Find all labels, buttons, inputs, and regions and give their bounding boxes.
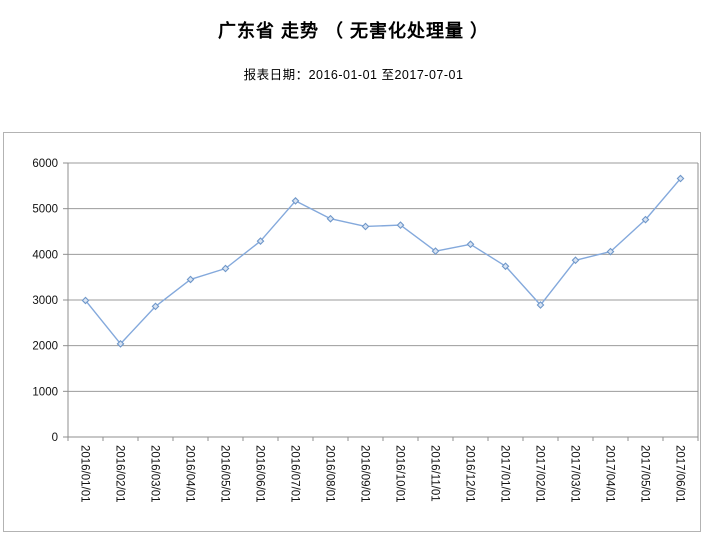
y-tick-label: 6000 — [32, 158, 58, 170]
data-point-marker — [641, 215, 650, 224]
data-point-marker — [361, 222, 370, 231]
data-point-marker — [396, 221, 405, 229]
x-axis-labels: 2016/01/01 2016/02/01 2016/03/01 2016/04/01… — [79, 445, 686, 503]
x-tick-label: 2016/08/01 — [324, 445, 336, 503]
chart-title: 广东省 走势 （ 无害化处理量 ） — [217, 21, 489, 41]
x-tick-label: 2017/01/01 — [499, 445, 511, 503]
data-point-marker — [571, 256, 580, 265]
y-tick-label: 0 — [52, 432, 58, 444]
y-tick-label: 4000 — [32, 249, 58, 261]
data-point-marker — [606, 247, 615, 256]
x-tick-label: 2016/02/01 — [114, 445, 126, 503]
x-tick-label: 2016/06/01 — [254, 445, 266, 503]
chart-frame: 0 1000 2000 3000 4000 5000 6000 2016/01/01 2016/… — [3, 132, 701, 532]
data-point-marker — [116, 339, 125, 348]
data-point-marker — [151, 302, 160, 311]
x-tick-label: 2016/09/01 — [359, 445, 371, 503]
data-point-marker — [676, 174, 685, 183]
y-tick-label: 2000 — [32, 341, 58, 353]
x-tick-label: 2017/06/01 — [674, 445, 686, 503]
data-point-marker — [221, 264, 230, 273]
x-tick-label: 2016/01/01 — [79, 445, 91, 503]
data-point-marker — [326, 214, 335, 223]
data-line — [84, 178, 682, 345]
y-tick-label: 3000 — [32, 295, 58, 307]
data-point-marker — [256, 237, 265, 245]
report-date-subtitle: 报表日期：2016-01-01 至2017-07-01 — [243, 68, 464, 82]
data-point-marker — [81, 296, 90, 305]
gridlines — [68, 162, 698, 438]
x-tick-label: 2016/11/01 — [429, 445, 441, 502]
x-tick-label: 2017/02/01 — [534, 445, 546, 503]
data-point-marker — [536, 301, 545, 309]
x-tick-label: 2017/03/01 — [569, 445, 581, 503]
x-tick-label: 2016/05/01 — [219, 445, 231, 503]
x-tick-label: 2017/05/01 — [639, 445, 651, 503]
data-markers — [81, 174, 685, 348]
x-tick-label: 2016/07/01 — [289, 445, 301, 503]
x-tick-label: 2016/03/01 — [149, 445, 161, 503]
y-tick-label: 1000 — [32, 386, 58, 398]
data-point-marker — [466, 240, 475, 249]
x-tick-label: 2016/04/01 — [184, 445, 196, 503]
y-axis-labels: 0 1000 2000 3000 4000 5000 6000 — [32, 158, 68, 444]
data-point-marker — [431, 247, 440, 256]
x-tick-label: 2016/12/01 — [464, 445, 476, 503]
y-tick-label: 5000 — [32, 204, 58, 216]
data-point-marker — [186, 275, 195, 284]
data-point-marker — [291, 197, 300, 205]
x-tick-label: 2016/10/01 — [394, 445, 406, 503]
x-axis-ticks — [67, 437, 699, 441]
x-tick-label: 2017/04/01 — [604, 445, 616, 503]
data-point-marker — [501, 262, 510, 271]
